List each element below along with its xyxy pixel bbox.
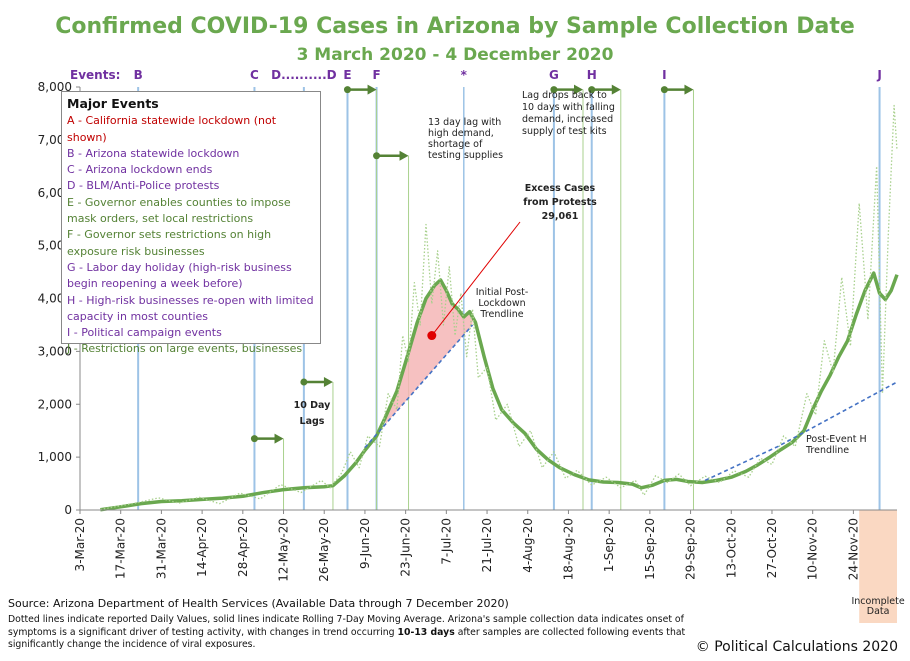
x-tick-label: 13-Oct-20 [724, 518, 738, 578]
legend-title: Major Events [67, 96, 159, 111]
footnote-bold: 10-13 days [397, 626, 455, 638]
event-label: * [461, 68, 468, 82]
y-tick-label: 8,000 [38, 80, 72, 94]
lag-arrow-head [399, 150, 409, 161]
event-label: G [549, 68, 559, 82]
legend-item: H - High-risk businesses re-open with li… [67, 293, 314, 323]
events-label: Events: [70, 68, 120, 82]
excess-pointer-line [431, 221, 521, 336]
annotation-10-day-lags: Lags [300, 416, 325, 427]
event-label: B [134, 68, 143, 82]
x-tick-label: 12-May-20 [277, 518, 291, 582]
lag-arrow-head [367, 84, 377, 95]
y-tick-label: 1,000 [38, 450, 72, 464]
x-tick-label: 18-Aug-20 [561, 518, 575, 580]
lag-arrow-head [274, 433, 284, 444]
daily-values-line [100, 104, 898, 511]
annotation-10-day-lag: demand, increased [522, 114, 613, 125]
legend-item: C - Arizona lockdown ends [67, 163, 213, 177]
event-label: C [250, 68, 259, 82]
x-tick-label: 21-Jul-20 [480, 518, 494, 572]
excess-cases-area [385, 279, 473, 425]
x-tick-label: 4-Aug-20 [521, 518, 535, 573]
legend-item: D - BLM/Anti-Police protests [67, 179, 220, 193]
annotation-13-day-lag: shortage of [428, 139, 483, 150]
annotation-excess-cases: 29,061 [542, 211, 579, 222]
incomplete-data-label: Data [867, 606, 890, 617]
y-tick-label: 0 [64, 503, 72, 517]
annotation-10-day-lags: 10 Day [294, 400, 332, 411]
legend-item: I - Political campaign events [67, 326, 222, 340]
x-tick-label: 7-Jul-20 [439, 518, 453, 565]
annotation-initial-trendline: Lockdown [478, 298, 525, 309]
x-tick-label: 1-Sep-20 [602, 518, 616, 572]
x-tick-label: 28-Apr-20 [236, 518, 250, 577]
x-tick-label: 17-Mar-20 [114, 518, 128, 579]
x-tick-label: 26-May-20 [317, 518, 331, 582]
chart-subtitle: 3 March 2020 - 4 December 2020 [297, 45, 614, 65]
lag-arrow-head [684, 84, 694, 95]
event-label: D..........D [271, 68, 337, 82]
legend-item: F - Governor sets restrictions on high e… [67, 228, 272, 258]
copyright: © Political Calculations 2020 [695, 639, 898, 655]
footnote-part-b: after samples are collected following ev… [8, 626, 686, 651]
x-tick-label: 15-Sep-20 [643, 518, 657, 580]
legend-item: G - Labor day holiday (high-risk busines… [67, 260, 292, 291]
footnote-part-a: Dotted lines indicate reported Daily Val… [8, 614, 684, 638]
annotation-excess-cases: Excess Cases [525, 183, 596, 194]
x-tick-label: 3-Mar-20 [73, 518, 87, 571]
legend-item: A - California statewide lockdown (not s… [67, 114, 277, 144]
annotation-13-day-lag: testing supplies [428, 150, 503, 161]
annotation-13-day-lag: 13 day lag with [428, 117, 501, 128]
annotation-excess-cases: from Protests [523, 197, 597, 208]
x-tick-label: 10-Nov-20 [806, 518, 820, 580]
lag-arrow-head [323, 377, 333, 388]
x-tick-label: 23-Jun-20 [399, 518, 413, 577]
source-text: Source: Arizona Department of Health Ser… [8, 597, 509, 610]
moving-average-line [100, 271, 899, 512]
incomplete-data-region [859, 510, 897, 623]
incomplete-data-label: Incomplete [851, 596, 904, 607]
trendline-3 [704, 381, 898, 482]
chart-title: Confirmed COVID-19 Cases in Arizona by S… [55, 14, 855, 39]
event-label: I [662, 68, 666, 82]
annotation-initial-trendline: Initial Post- [476, 287, 529, 298]
legend-item: B - Arizona statewide lockdown [67, 146, 240, 160]
annotation-10-day-lag: 10 days with falling [522, 102, 615, 113]
annotation-13-day-lag: high demand, [428, 128, 494, 139]
x-tick-label: 31-Mar-20 [154, 518, 168, 579]
annotation-post-event-h-trendline: Post-Event H [806, 434, 867, 445]
lag-arrow-head [611, 84, 621, 95]
x-tick-label: 27-Oct-20 [765, 518, 779, 578]
x-tick-label: 14-Apr-20 [195, 518, 209, 577]
trendline-2 [364, 324, 474, 449]
annotation-10-day-lag: supply of test kits [522, 126, 607, 137]
y-tick-label: 3,000 [38, 344, 72, 358]
legend-box: Major Events A - California statewide lo… [61, 91, 321, 355]
legend-item: J - Restrictions on large events, busine… [67, 342, 303, 356]
footnote: Dotted lines indicate reported Daily Val… [8, 614, 708, 652]
y-tick-label: 2,000 [38, 397, 72, 411]
event-label: J [876, 68, 881, 82]
event-label: E [343, 68, 351, 82]
annotation-initial-trendline: Trendline [479, 309, 523, 320]
event-label: F [372, 68, 380, 82]
event-label: H [587, 68, 597, 82]
x-tick-label: 29-Sep-20 [684, 518, 698, 580]
annotation-post-event-h-trendline: Trendline [805, 445, 849, 456]
x-tick-label: 24-Nov-20 [846, 518, 860, 580]
legend-item: E - Governor enables counties to impose … [67, 195, 291, 226]
x-tick-label: 9-Jun-20 [358, 518, 372, 569]
lag-arrow-head [573, 84, 583, 95]
annotation-10-day-lag: Lag drops back to [522, 90, 607, 101]
